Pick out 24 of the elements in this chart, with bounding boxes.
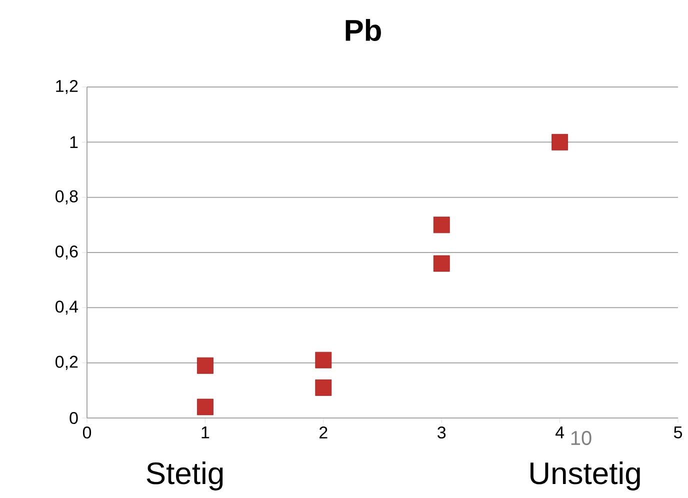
chart-title: Pb: [346, 18, 381, 42]
text: Unstetig: [530, 462, 640, 490]
y-tick-label: 1: [70, 136, 78, 148]
point: [197, 398, 214, 416]
point: [315, 379, 332, 396]
y-tick-label: 0,6: [56, 245, 78, 260]
point: [433, 216, 450, 234]
x-tick-label: 4: [555, 426, 564, 438]
text: 10: [571, 430, 592, 446]
y-tick-label: 0,4: [56, 300, 78, 315]
point: [197, 357, 214, 374]
point: [315, 352, 332, 368]
y-tick-label: 0,2: [56, 356, 78, 370]
x-tick-label: 3: [438, 426, 446, 439]
y-tick-label: 0: [70, 412, 78, 424]
x-tick-label: 0: [82, 426, 92, 439]
point: [552, 134, 568, 150]
text: Stetig: [146, 462, 223, 490]
point: [433, 255, 450, 272]
y-tick-label: 0,8: [56, 190, 78, 204]
x-tick-label: 5: [674, 426, 682, 438]
y-tick-label: 1,2: [56, 80, 78, 94]
x-tick-label: 1: [202, 426, 210, 438]
x-tick-label: 2: [320, 426, 328, 438]
